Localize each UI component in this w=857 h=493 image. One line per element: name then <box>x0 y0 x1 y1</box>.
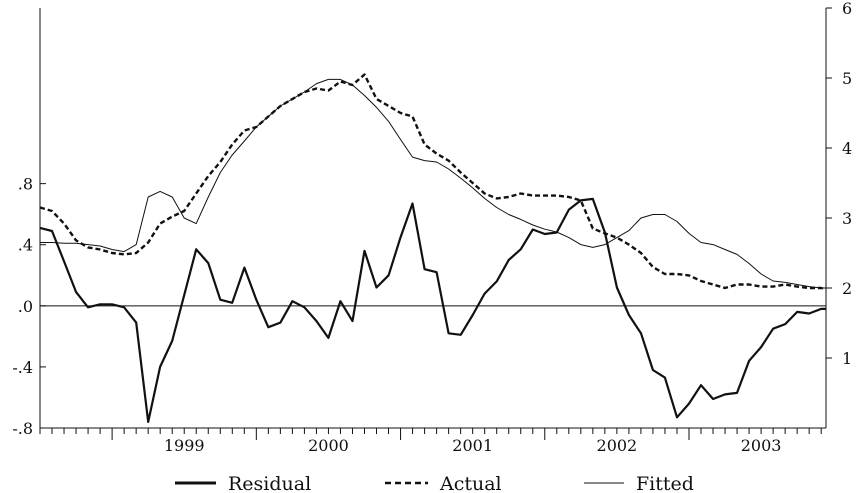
left-tick-label: -.8 <box>12 419 33 438</box>
x-tick-label: 2003 <box>741 436 782 455</box>
right-tick-label: 4 <box>842 139 852 158</box>
legend-item-actual: Actual <box>385 473 502 493</box>
x-tick-label: 2001 <box>452 436 493 455</box>
plot-frame <box>39 8 827 429</box>
left-axis-ticks: .8 .4 .0 -.4 -.8 <box>12 175 46 438</box>
right-axis-ticks: 1 2 3 4 5 6 <box>826 0 852 368</box>
right-tick-label: 3 <box>842 209 852 228</box>
legend-label-actual: Actual <box>439 473 502 493</box>
series-line-residual <box>39 197 826 423</box>
x-tick-label: 2002 <box>597 436 638 455</box>
left-tick-label: .0 <box>18 297 33 316</box>
x-tick-label: 2000 <box>308 436 349 455</box>
x-tick-label: 1999 <box>164 436 205 455</box>
legend: Residual Actual Fitted <box>175 473 694 493</box>
right-tick-label: 5 <box>842 69 852 88</box>
legend-item-fitted: Fitted <box>584 473 694 493</box>
left-tick-label: .8 <box>18 175 33 194</box>
x-axis-ticks: 1999 2000 2001 2002 2003 <box>39 428 822 455</box>
left-tick-label: .4 <box>18 236 33 255</box>
legend-item-residual: Residual <box>175 473 311 493</box>
series-lines <box>39 73 827 423</box>
series-line-fitted <box>40 78 826 289</box>
left-tick-label: -.4 <box>12 358 33 377</box>
legend-label-fitted: Fitted <box>636 473 694 493</box>
right-tick-label: 2 <box>842 279 852 298</box>
series-line-actual <box>39 73 827 291</box>
right-tick-label: 1 <box>842 349 852 368</box>
legend-label-residual: Residual <box>228 473 311 493</box>
right-tick-label: 6 <box>842 0 852 18</box>
